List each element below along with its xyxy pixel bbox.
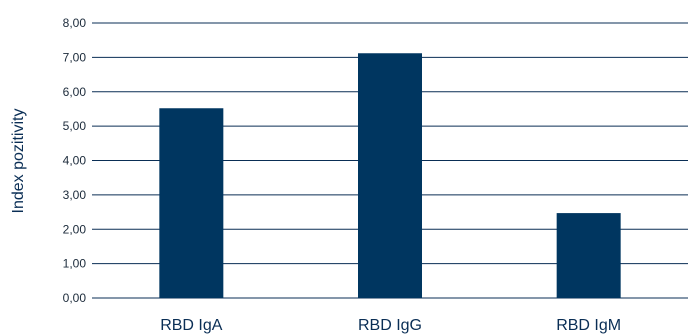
y-tick-label: 5,00 bbox=[63, 119, 87, 133]
y-tick-label: 1,00 bbox=[63, 257, 87, 271]
y-axis-title: Index pozitivity bbox=[10, 109, 27, 214]
y-tick-label: 8,00 bbox=[63, 16, 87, 30]
y-tick-label: 2,00 bbox=[63, 222, 87, 236]
x-tick-label: RBD IgM bbox=[556, 317, 621, 334]
bar bbox=[358, 53, 422, 298]
y-axis-ticks: 0,00 1,00 2,00 3,00 4,00 5,00 6,00 7,00 8,00 bbox=[63, 16, 87, 305]
x-axis-ticks: RBD IgA RBD IgG RBD IgM bbox=[160, 317, 621, 334]
bar bbox=[159, 108, 224, 298]
y-tick-label: 3,00 bbox=[63, 188, 87, 202]
y-tick-label: 4,00 bbox=[63, 154, 87, 168]
x-tick-label: RBD IgG bbox=[358, 317, 422, 334]
x-tick-label: RBD IgA bbox=[160, 317, 223, 334]
y-tick-label: 0,00 bbox=[63, 291, 87, 305]
y-tick-label: 6,00 bbox=[63, 85, 87, 99]
bars bbox=[159, 53, 621, 298]
bar bbox=[556, 213, 621, 298]
y-tick-label: 7,00 bbox=[63, 50, 87, 64]
